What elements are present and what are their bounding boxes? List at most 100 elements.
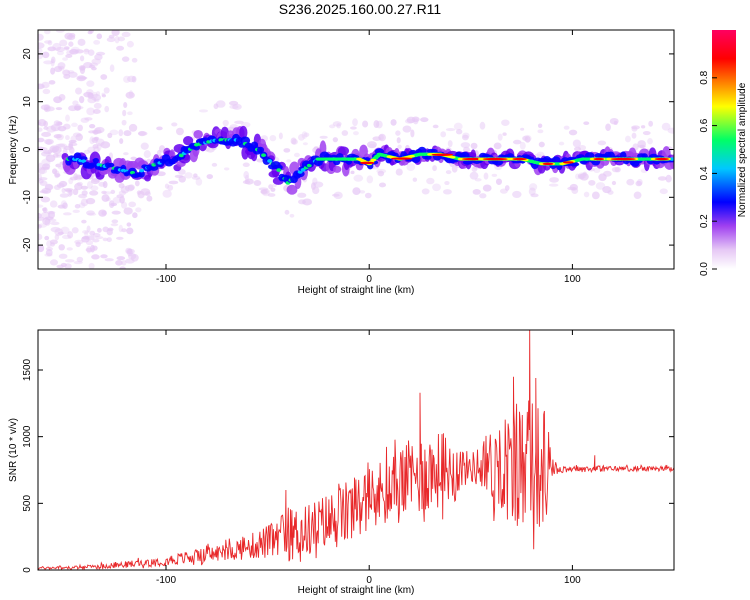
noise-mark bbox=[70, 135, 77, 143]
noise-mark bbox=[352, 118, 358, 127]
noise-mark bbox=[41, 163, 51, 170]
noise-mark bbox=[402, 125, 412, 133]
noise-mark bbox=[58, 65, 65, 71]
noise-mark bbox=[359, 190, 366, 194]
noise-mark bbox=[636, 178, 643, 186]
noise-mark bbox=[395, 130, 401, 136]
noise-mark bbox=[86, 89, 94, 96]
noise-mark bbox=[171, 122, 178, 127]
noise-mark bbox=[65, 134, 70, 141]
noise-mark bbox=[38, 224, 42, 229]
noise-mark bbox=[75, 241, 81, 248]
noise-mark bbox=[483, 172, 489, 180]
noise-mark bbox=[65, 259, 75, 263]
noise-mark bbox=[38, 118, 47, 127]
noise-mark bbox=[410, 129, 415, 138]
noise-mark bbox=[512, 139, 522, 145]
noise-mark bbox=[443, 189, 452, 195]
noise-mark bbox=[76, 75, 87, 82]
noise-mark bbox=[319, 135, 328, 139]
noise-mark bbox=[102, 237, 108, 242]
noise-mark bbox=[118, 129, 124, 137]
noise-mark bbox=[93, 40, 101, 45]
noise-mark bbox=[89, 136, 95, 145]
noise-mark bbox=[68, 141, 74, 148]
noise-mark bbox=[460, 142, 471, 149]
noise-mark bbox=[362, 120, 369, 128]
noise-mark bbox=[93, 98, 100, 103]
noise-mark bbox=[93, 137, 98, 142]
noise-mark bbox=[48, 80, 56, 85]
noise-mark bbox=[83, 149, 91, 155]
noise-mark bbox=[657, 176, 667, 181]
noise-mark bbox=[83, 48, 90, 55]
noise-mark bbox=[50, 58, 55, 67]
noise-mark bbox=[75, 133, 83, 141]
noise-mark bbox=[301, 131, 308, 139]
noise-mark bbox=[125, 247, 133, 255]
noise-mark bbox=[68, 190, 73, 196]
noise-mark bbox=[519, 141, 526, 150]
noise-mark bbox=[256, 158, 265, 163]
noise-mark bbox=[89, 123, 96, 129]
noise-mark bbox=[71, 122, 78, 128]
noise-mark bbox=[432, 165, 437, 172]
noise-mark bbox=[116, 236, 124, 240]
noise-mark bbox=[119, 196, 125, 204]
noise-mark bbox=[244, 174, 250, 182]
noise-mark bbox=[50, 242, 55, 247]
core-mark bbox=[108, 162, 115, 168]
noise-mark bbox=[420, 117, 429, 123]
noise-mark bbox=[92, 91, 98, 99]
core-mark bbox=[424, 155, 432, 160]
noise-mark bbox=[469, 171, 479, 180]
noise-mark bbox=[482, 184, 492, 192]
colorbar-tick-label: 0.8 bbox=[699, 70, 710, 84]
noise-mark bbox=[93, 127, 102, 134]
noise-mark bbox=[44, 235, 50, 241]
noise-mark bbox=[47, 40, 53, 46]
noise-mark bbox=[123, 130, 132, 137]
noise-mark bbox=[121, 260, 127, 266]
noise-mark bbox=[38, 146, 45, 152]
noise-mark bbox=[432, 124, 439, 129]
noise-mark bbox=[50, 221, 60, 226]
noise-mark bbox=[572, 139, 581, 148]
noise-mark bbox=[57, 62, 66, 70]
noise-mark bbox=[106, 37, 116, 43]
noise-mark bbox=[75, 87, 83, 95]
core-mark bbox=[274, 164, 283, 170]
noise-mark bbox=[136, 190, 142, 195]
noise-mark bbox=[593, 167, 601, 173]
noise-mark bbox=[45, 249, 53, 257]
core-mark bbox=[276, 168, 282, 172]
noise-mark bbox=[278, 132, 283, 140]
noise-mark bbox=[64, 47, 70, 51]
noise-mark bbox=[126, 227, 134, 235]
noise-mark bbox=[95, 236, 104, 240]
noise-mark bbox=[50, 67, 56, 75]
noise-mark bbox=[92, 129, 102, 134]
y-tick-label: 10 bbox=[22, 96, 33, 108]
noise-mark bbox=[40, 196, 51, 203]
noise-mark bbox=[97, 227, 102, 233]
noise-mark bbox=[89, 230, 96, 236]
noise-mark bbox=[222, 119, 229, 127]
noise-mark bbox=[98, 181, 106, 187]
noise-mark bbox=[95, 51, 106, 56]
noise-mark bbox=[111, 219, 119, 224]
noise-mark bbox=[53, 134, 62, 139]
noise-mark bbox=[397, 144, 402, 149]
noise-mark bbox=[111, 210, 121, 215]
noise-mark bbox=[125, 91, 135, 99]
noise-mark bbox=[89, 190, 99, 196]
noise-mark bbox=[78, 202, 86, 209]
noise-mark bbox=[588, 179, 596, 186]
noise-mark bbox=[63, 46, 70, 50]
noise-mark bbox=[404, 118, 414, 124]
noise-mark bbox=[58, 244, 65, 251]
noise-mark bbox=[92, 238, 100, 243]
noise-mark bbox=[45, 154, 56, 163]
ridge-peak-mark bbox=[512, 157, 527, 161]
ridge-peak-mark bbox=[431, 153, 454, 156]
